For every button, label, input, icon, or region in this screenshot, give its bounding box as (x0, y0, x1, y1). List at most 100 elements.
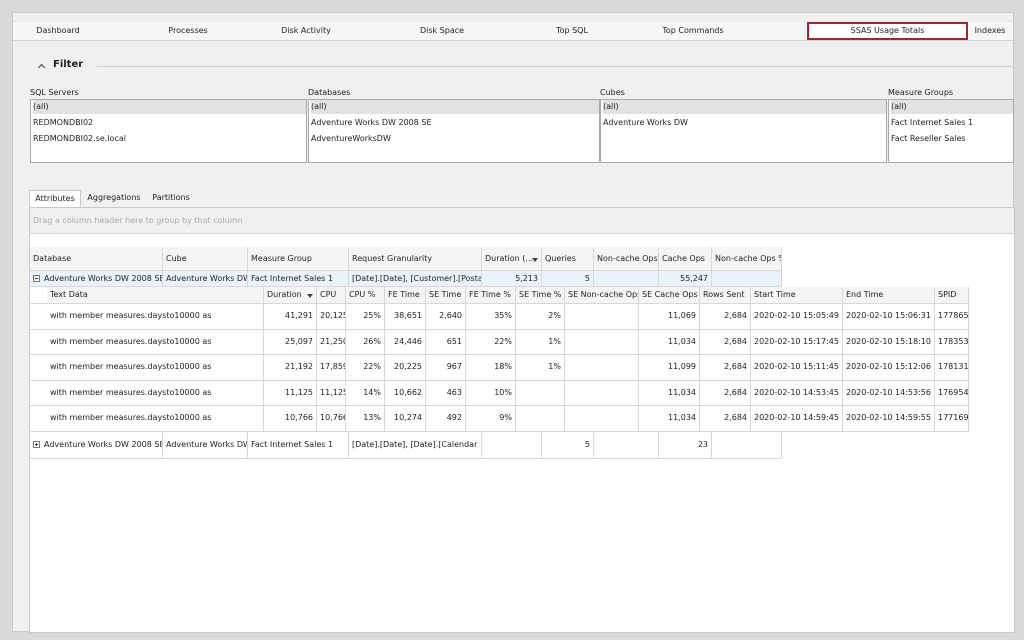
cell: 5,213 (482, 271, 542, 286)
cell (565, 380, 639, 406)
filter-list[interactable]: (all) Adventure Works DW 2008 SE Adventure… (308, 99, 600, 163)
sub-tab[interactable]: Partitions (152, 193, 190, 202)
cell (565, 406, 639, 431)
cell: 55,247 (659, 271, 712, 286)
column-header[interactable]: Duration (... (482, 247, 542, 270)
cell (594, 432, 659, 458)
expand-toggle[interactable] (33, 274, 40, 282)
column-header[interactable]: FE Time % (466, 287, 516, 303)
tab[interactable]: Dashboard (36, 26, 80, 35)
list-item[interactable]: Adventure Works DW (603, 118, 688, 127)
filter-header[interactable]: Filter (27, 59, 1013, 73)
column-header[interactable]: Non-cache Ops % (712, 247, 782, 270)
column-header[interactable]: SE Cache Ops (639, 287, 700, 303)
column-header[interactable]: CPU % (346, 287, 385, 303)
cell (482, 432, 542, 458)
list-item[interactable]: (all) (33, 100, 306, 114)
cell: Adventure Works DW (163, 432, 248, 458)
list-item[interactable]: REDMONDBI02 (33, 118, 94, 127)
column-header[interactable]: End Time (843, 287, 935, 303)
tab[interactable]: Top Commands (662, 26, 724, 35)
column-header[interactable]: Cube (163, 247, 248, 270)
expand-toggle[interactable] (33, 441, 40, 448)
tab-bar: Dashboard Processes Disk Activity Disk Spac… (13, 21, 1013, 41)
cell: 11,099 (639, 355, 700, 380)
column-header[interactable]: SE Time (426, 287, 466, 303)
cell: 13% (346, 406, 385, 431)
filter-list[interactable]: (all) Fact Internet Sales 1 Fact Reseller … (888, 99, 1014, 163)
cell: 2020-02-10 15:05:49 (751, 304, 843, 329)
list-item[interactable]: (all) (603, 100, 886, 114)
column-header[interactable]: SPID (935, 287, 969, 303)
detail-header-row: Text Data Duration CPU CPU % FE Time SE Time F… (30, 287, 969, 304)
cell (712, 271, 782, 286)
cell: 11,034 (639, 329, 700, 355)
cell (565, 355, 639, 380)
column-header[interactable]: FE Time (385, 287, 426, 303)
tab[interactable]: Top SQL (556, 26, 588, 35)
sort-indicator[interactable] (307, 294, 313, 298)
cell: 11,034 (639, 380, 700, 406)
cell: [Date].[Date], [Customer].[Postal (349, 271, 482, 286)
column-header[interactable]: Queries (542, 247, 594, 270)
column-header[interactable]: Request Granularity (349, 247, 482, 270)
cell: 5 (542, 432, 594, 458)
cell: 1% (516, 355, 565, 380)
filter-list[interactable]: (all) REDMONDBI02 REDMONDBI02.se.local (30, 99, 307, 163)
cell: 20,125 (317, 304, 346, 329)
list-item[interactable]: Adventure Works DW 2008 SE (311, 118, 432, 127)
tab[interactable]: Indexes (974, 26, 1006, 35)
cell: 11,125 (317, 380, 346, 406)
cell: with member measures.daysto10000 as (47, 380, 264, 406)
sub-tab[interactable]: Attributes (29, 190, 81, 207)
column-header[interactable]: Database (30, 247, 163, 270)
column-header[interactable]: Cache Ops (659, 247, 712, 270)
collapse-icon[interactable] (37, 63, 46, 72)
cell: 177169 (935, 406, 969, 431)
data-grid: Drag a column header here to group by th… (29, 207, 1015, 633)
cell: 41,291 (264, 304, 317, 329)
list-item[interactable]: (all) (891, 100, 1013, 114)
cell (516, 406, 565, 431)
column-header[interactable]: SE Non-cache Ops (565, 287, 639, 303)
sort-indicator[interactable] (532, 257, 538, 262)
tab[interactable]: Disk Space (419, 26, 465, 35)
tab[interactable]: SSAS Usage Totals (807, 22, 968, 40)
column-header[interactable]: SE Time % (516, 287, 565, 303)
cell: Adventure Works DW 2008 SE (30, 432, 163, 458)
cell: 22% (466, 329, 516, 355)
cell (516, 380, 565, 406)
cell: 38,651 (385, 304, 426, 329)
column-header[interactable]: Text Data (47, 287, 264, 303)
tab[interactable]: Processes (168, 26, 208, 35)
filter-list[interactable]: (all) Adventure Works DW (600, 99, 887, 163)
list-item[interactable]: (all) (311, 100, 599, 114)
cell: 10,766 (317, 406, 346, 431)
cell: 25,097 (264, 329, 317, 355)
cell: 651 (426, 329, 466, 355)
sub-tab[interactable]: Aggregations (87, 193, 141, 202)
list-item[interactable]: Fact Internet Sales 1 (891, 118, 974, 127)
cell: 17,859 (317, 355, 346, 380)
list-item[interactable]: REDMONDBI02.se.local (33, 134, 126, 143)
cell (594, 271, 659, 286)
column-header[interactable]: CPU (317, 287, 346, 303)
group-hint: Drag a column header here to group by th… (30, 208, 1014, 234)
column-header[interactable]: Start Time (751, 287, 843, 303)
column-header[interactable]: Rows Sent (700, 287, 751, 303)
tab[interactable]: Disk Activity (281, 26, 331, 35)
column-header[interactable]: Measure Group (248, 247, 349, 270)
cell (565, 329, 639, 355)
list-item[interactable]: Fact Reseller Sales (891, 134, 966, 143)
cell: 2020-02-10 15:18:10 (843, 329, 935, 355)
cell: 14% (346, 380, 385, 406)
cell: 11,034 (639, 406, 700, 431)
filter-label: Cubes (600, 88, 625, 97)
header-row: Database Cube Measure Group Request Granula… (30, 247, 782, 271)
cell: 176954 (935, 380, 969, 406)
column-header[interactable]: Duration (264, 287, 317, 303)
column-header[interactable]: Non-cache Ops (594, 247, 659, 270)
list-item[interactable]: AdventureWorksDW (311, 134, 391, 143)
cell: with member measures.daysto10000 as (47, 304, 264, 329)
cell: 21,250 (317, 329, 346, 355)
